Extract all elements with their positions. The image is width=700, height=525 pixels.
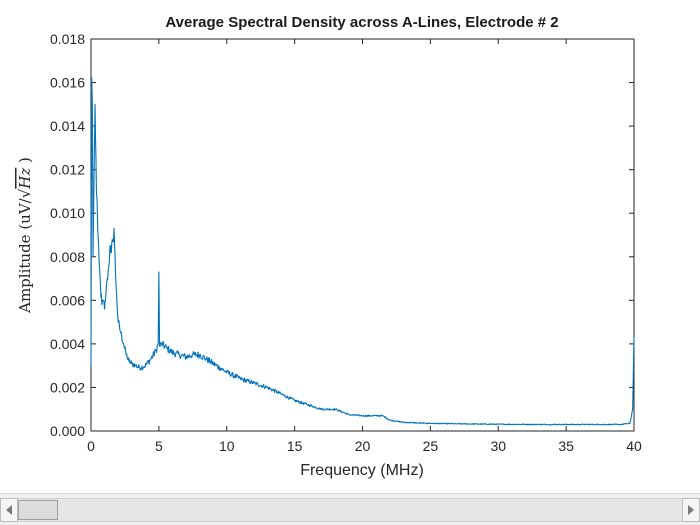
y-axis: 0.000 0.002 0.004 0.006 0.008 0.010 0.012 0.014… <box>50 31 634 439</box>
arrow-left-icon <box>6 505 12 515</box>
chart-title: Average Spectral Density across A-Lines,… <box>165 14 558 31</box>
horizontal-scrollbar[interactable] <box>0 493 700 525</box>
y-axis-label-suffix: ) <box>16 157 34 168</box>
y-axis-label-radicand: Hz <box>16 168 34 190</box>
x-tick-label: 0 <box>87 438 95 454</box>
x-tick-label: 20 <box>355 438 371 454</box>
y-tick-label: 0.006 <box>50 292 85 308</box>
x-tick-label: 10 <box>219 438 235 454</box>
y-tick-label: 0.008 <box>50 249 85 265</box>
y-axis-label-prefix: Amplitude ( <box>16 224 34 314</box>
y-axis-label-unit: uV/ <box>16 197 34 223</box>
plot-area <box>90 38 635 432</box>
scrollbar-track[interactable] <box>0 498 700 522</box>
x-axis-label: Frequency (MHz) <box>300 462 424 479</box>
y-axis-label-sqrt-sign: √ <box>16 188 34 198</box>
x-axis: 0 5 10 15 20 25 30 35 40 <box>87 39 642 454</box>
x-tick-label: 35 <box>558 438 574 454</box>
x-tick-label: 30 <box>490 438 506 454</box>
arrow-right-icon <box>688 505 694 515</box>
x-tick-label: 5 <box>155 438 163 454</box>
scrollbar-thumb-area <box>18 498 682 522</box>
scroll-left-button[interactable] <box>0 498 18 522</box>
y-axis-label: Amplitude (uV/√Hz ) <box>16 157 34 314</box>
y-tick-label: 0.010 <box>50 205 85 221</box>
y-tick-label: 0.002 <box>50 379 85 395</box>
y-tick-label: 0.016 <box>50 75 85 91</box>
y-tick-label: 0.004 <box>50 336 85 352</box>
scroll-right-button[interactable] <box>682 498 700 522</box>
x-tick-label: 25 <box>423 438 439 454</box>
y-tick-label: 0.000 <box>50 423 85 439</box>
y-tick-label: 0.018 <box>50 31 85 47</box>
spectral-density-line <box>90 77 635 426</box>
y-tick-label: 0.012 <box>50 162 85 178</box>
x-tick-label: 15 <box>287 438 303 454</box>
x-tick-label: 40 <box>626 438 642 454</box>
scrollbar-thumb[interactable] <box>18 500 58 520</box>
y-tick-label: 0.014 <box>50 118 85 134</box>
spectral-density-chart: Average Spectral Density across A-Lines,… <box>16 14 642 479</box>
